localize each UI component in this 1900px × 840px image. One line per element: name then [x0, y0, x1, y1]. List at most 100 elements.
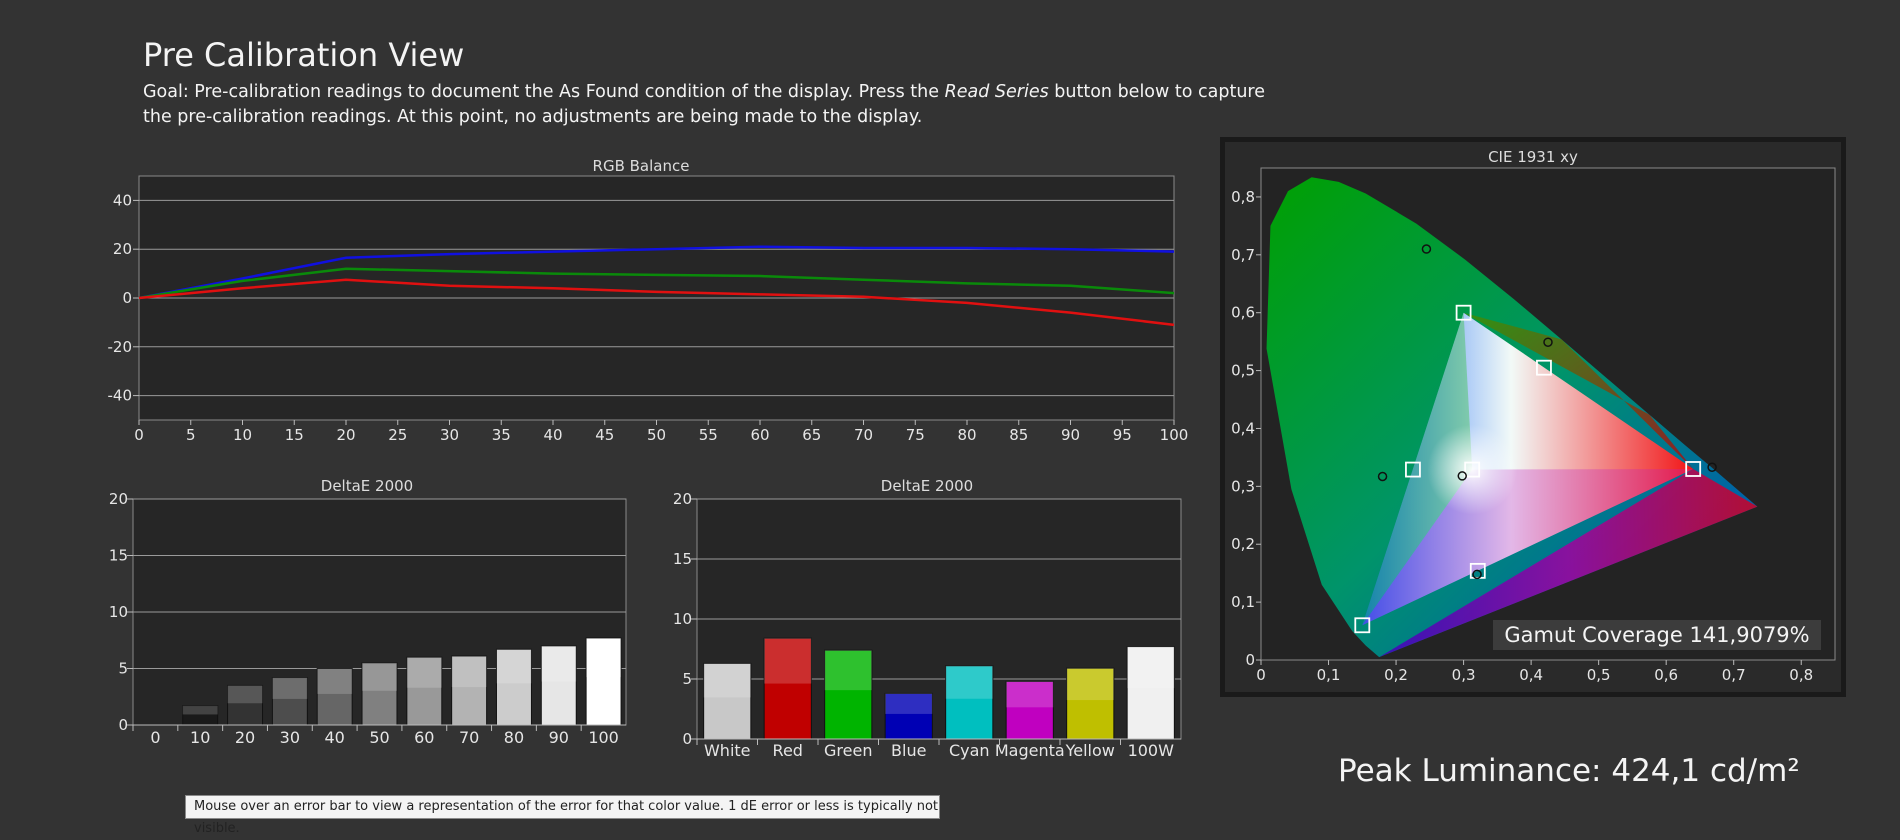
color-category-label: Red	[773, 741, 803, 760]
grayscale-y-tick-label: 0	[118, 716, 128, 734]
cie-y-tick-label: 0,7	[1231, 246, 1255, 264]
color-category-label: Yellow	[1065, 741, 1115, 760]
grayscale-bar-highlight	[451, 656, 487, 688]
grayscale-bar-highlight	[541, 645, 577, 682]
grayscale-bar	[495, 648, 532, 726]
grayscale-bar	[585, 637, 622, 726]
rgb-x-tick-label: 35	[492, 426, 511, 444]
rgb-x-tick-label: 85	[1009, 426, 1028, 444]
rgb-y-tick-label: 20	[113, 240, 132, 258]
color-category-label: Green	[824, 741, 872, 760]
color-bar-highlight	[1127, 646, 1175, 689]
color-y-tick-label: 10	[673, 610, 692, 628]
color-bar	[763, 637, 812, 740]
grayscale-bar-highlight	[362, 662, 397, 691]
color-bar-highlight	[824, 650, 872, 691]
cie-y-tick-label: 0	[1245, 651, 1255, 669]
cie-target-square	[1455, 304, 1472, 321]
grayscale-category-label: 60	[414, 728, 434, 747]
grayscale-deltae-chart: DeltaE 2000 0 5 10 15 20 0 10 20 30 40 50 60 70 80 90 1…	[109, 477, 627, 747]
grayscale-category-label: 40	[325, 728, 345, 747]
cie-target-square	[1685, 461, 1702, 477]
color-deltae-title: DeltaE 2000	[881, 477, 973, 495]
rgb-x-tick-label: 5	[186, 426, 196, 444]
grayscale-bar-highlight	[272, 677, 308, 699]
color-category-label: Magenta	[995, 741, 1065, 760]
rgb-x-tick-label: 45	[595, 426, 614, 444]
rgb-x-tick-label: 95	[1113, 426, 1132, 444]
grayscale-bar-highlight	[227, 685, 263, 704]
cie-gamut-triangle	[1362, 312, 1694, 626]
rgb-x-tick-label: 70	[854, 426, 873, 444]
cie-y-tick-label: 0,4	[1231, 419, 1255, 437]
color-category-label: Blue	[891, 741, 926, 760]
rgb-x-tick-label: 55	[699, 426, 718, 444]
rgb-x-tick-label: 25	[388, 426, 407, 444]
cie-target-square	[1405, 461, 1421, 478]
cie-measured-point	[1543, 337, 1553, 347]
cie-measured-point	[1707, 462, 1717, 473]
grayscale-category-label: 0	[150, 728, 160, 747]
cie-measured-point	[1377, 471, 1388, 482]
gamut-coverage-readout: Gamut Coverage 141,9079%	[1493, 620, 1821, 650]
grayscale-bar-highlight	[406, 657, 442, 688]
cie-measured-point	[1457, 471, 1467, 481]
page-title: Pre Calibration View	[143, 36, 465, 74]
cie-purple-region	[1379, 468, 1758, 658]
rgb-balance-chart: RGB Balance -40 -20 0 20 40 0 5 10 15 20 25 30 35 40 4…	[108, 157, 1189, 444]
rgb-x-tick-label: 50	[647, 426, 666, 444]
color-bar	[1005, 680, 1054, 740]
grayscale-bar	[406, 656, 443, 726]
rgb-y-tick-label: 0	[122, 289, 132, 307]
cie-x-tick-label: 0,7	[1722, 666, 1746, 684]
color-bar	[824, 649, 873, 740]
cie-x-tick-label: 0,8	[1789, 666, 1813, 684]
grayscale-category-label: 10	[190, 728, 210, 747]
cie-x-tick-label: 0,2	[1384, 666, 1408, 684]
grayscale-bar	[540, 645, 577, 726]
color-bar	[1126, 646, 1175, 740]
cie-gamut-green-tint	[1362, 312, 1473, 626]
rgb-x-tick-label: 30	[440, 426, 459, 444]
cie-white-point-glow	[1427, 424, 1518, 515]
rgb-x-tick-label: 20	[336, 426, 355, 444]
cie-x-tick-label: 0,5	[1587, 666, 1611, 684]
color-bar-highlight	[1006, 681, 1054, 708]
color-y-tick-label: 20	[673, 490, 692, 508]
cie-measured-point	[1421, 244, 1432, 254]
cie-target-square	[1464, 461, 1481, 478]
rgb-series-line-2	[138, 278, 1175, 327]
grayscale-bar-highlight	[182, 705, 218, 715]
grayscale-bar-highlight	[496, 649, 532, 684]
grayscale-category-label: 50	[369, 728, 389, 747]
color-bar-highlight	[1066, 668, 1114, 701]
cie-1931-chart: CIE 1931 xy 0 0,1 0,2 0,3 0,4 0,5 0,6 0,7 0,8 0 0,…	[1220, 137, 1846, 697]
rgb-x-tick-label: 90	[1061, 426, 1080, 444]
grayscale-deltae-title: DeltaE 2000	[321, 477, 413, 495]
cie-y-tick-label: 0,2	[1231, 535, 1255, 553]
grayscale-category-label: 20	[235, 728, 255, 747]
rgb-series-line-1	[138, 267, 1175, 300]
grayscale-bar	[271, 677, 308, 726]
cie-target-square	[1536, 359, 1552, 376]
rgb-x-tick-label: 65	[802, 426, 821, 444]
rgb-x-tick-label: 75	[906, 426, 925, 444]
grayscale-bar-highlight	[317, 668, 353, 694]
rgb-x-tick-label: 0	[134, 426, 144, 444]
color-bar-highlight	[885, 693, 933, 714]
color-bar-highlight	[945, 665, 993, 699]
grayscale-y-tick-label: 5	[118, 660, 128, 678]
cie-title: CIE 1931 xy	[1488, 148, 1578, 166]
cie-y-tick-label: 0,6	[1231, 304, 1255, 322]
cie-x-tick-label: 0	[1256, 666, 1266, 684]
cie-x-tick-label: 0,3	[1452, 666, 1476, 684]
color-y-tick-label: 0	[682, 730, 692, 748]
grayscale-category-label: 70	[459, 728, 479, 747]
cie-y-tick-label: 0,5	[1231, 362, 1255, 380]
rgb-y-tick-label: -40	[108, 387, 133, 405]
grayscale-y-tick-label: 10	[109, 603, 128, 621]
grayscale-category-label: 80	[504, 728, 524, 747]
color-category-label: White	[704, 741, 751, 760]
color-bar-highlight	[703, 663, 751, 698]
cie-measured-point	[1472, 569, 1482, 580]
